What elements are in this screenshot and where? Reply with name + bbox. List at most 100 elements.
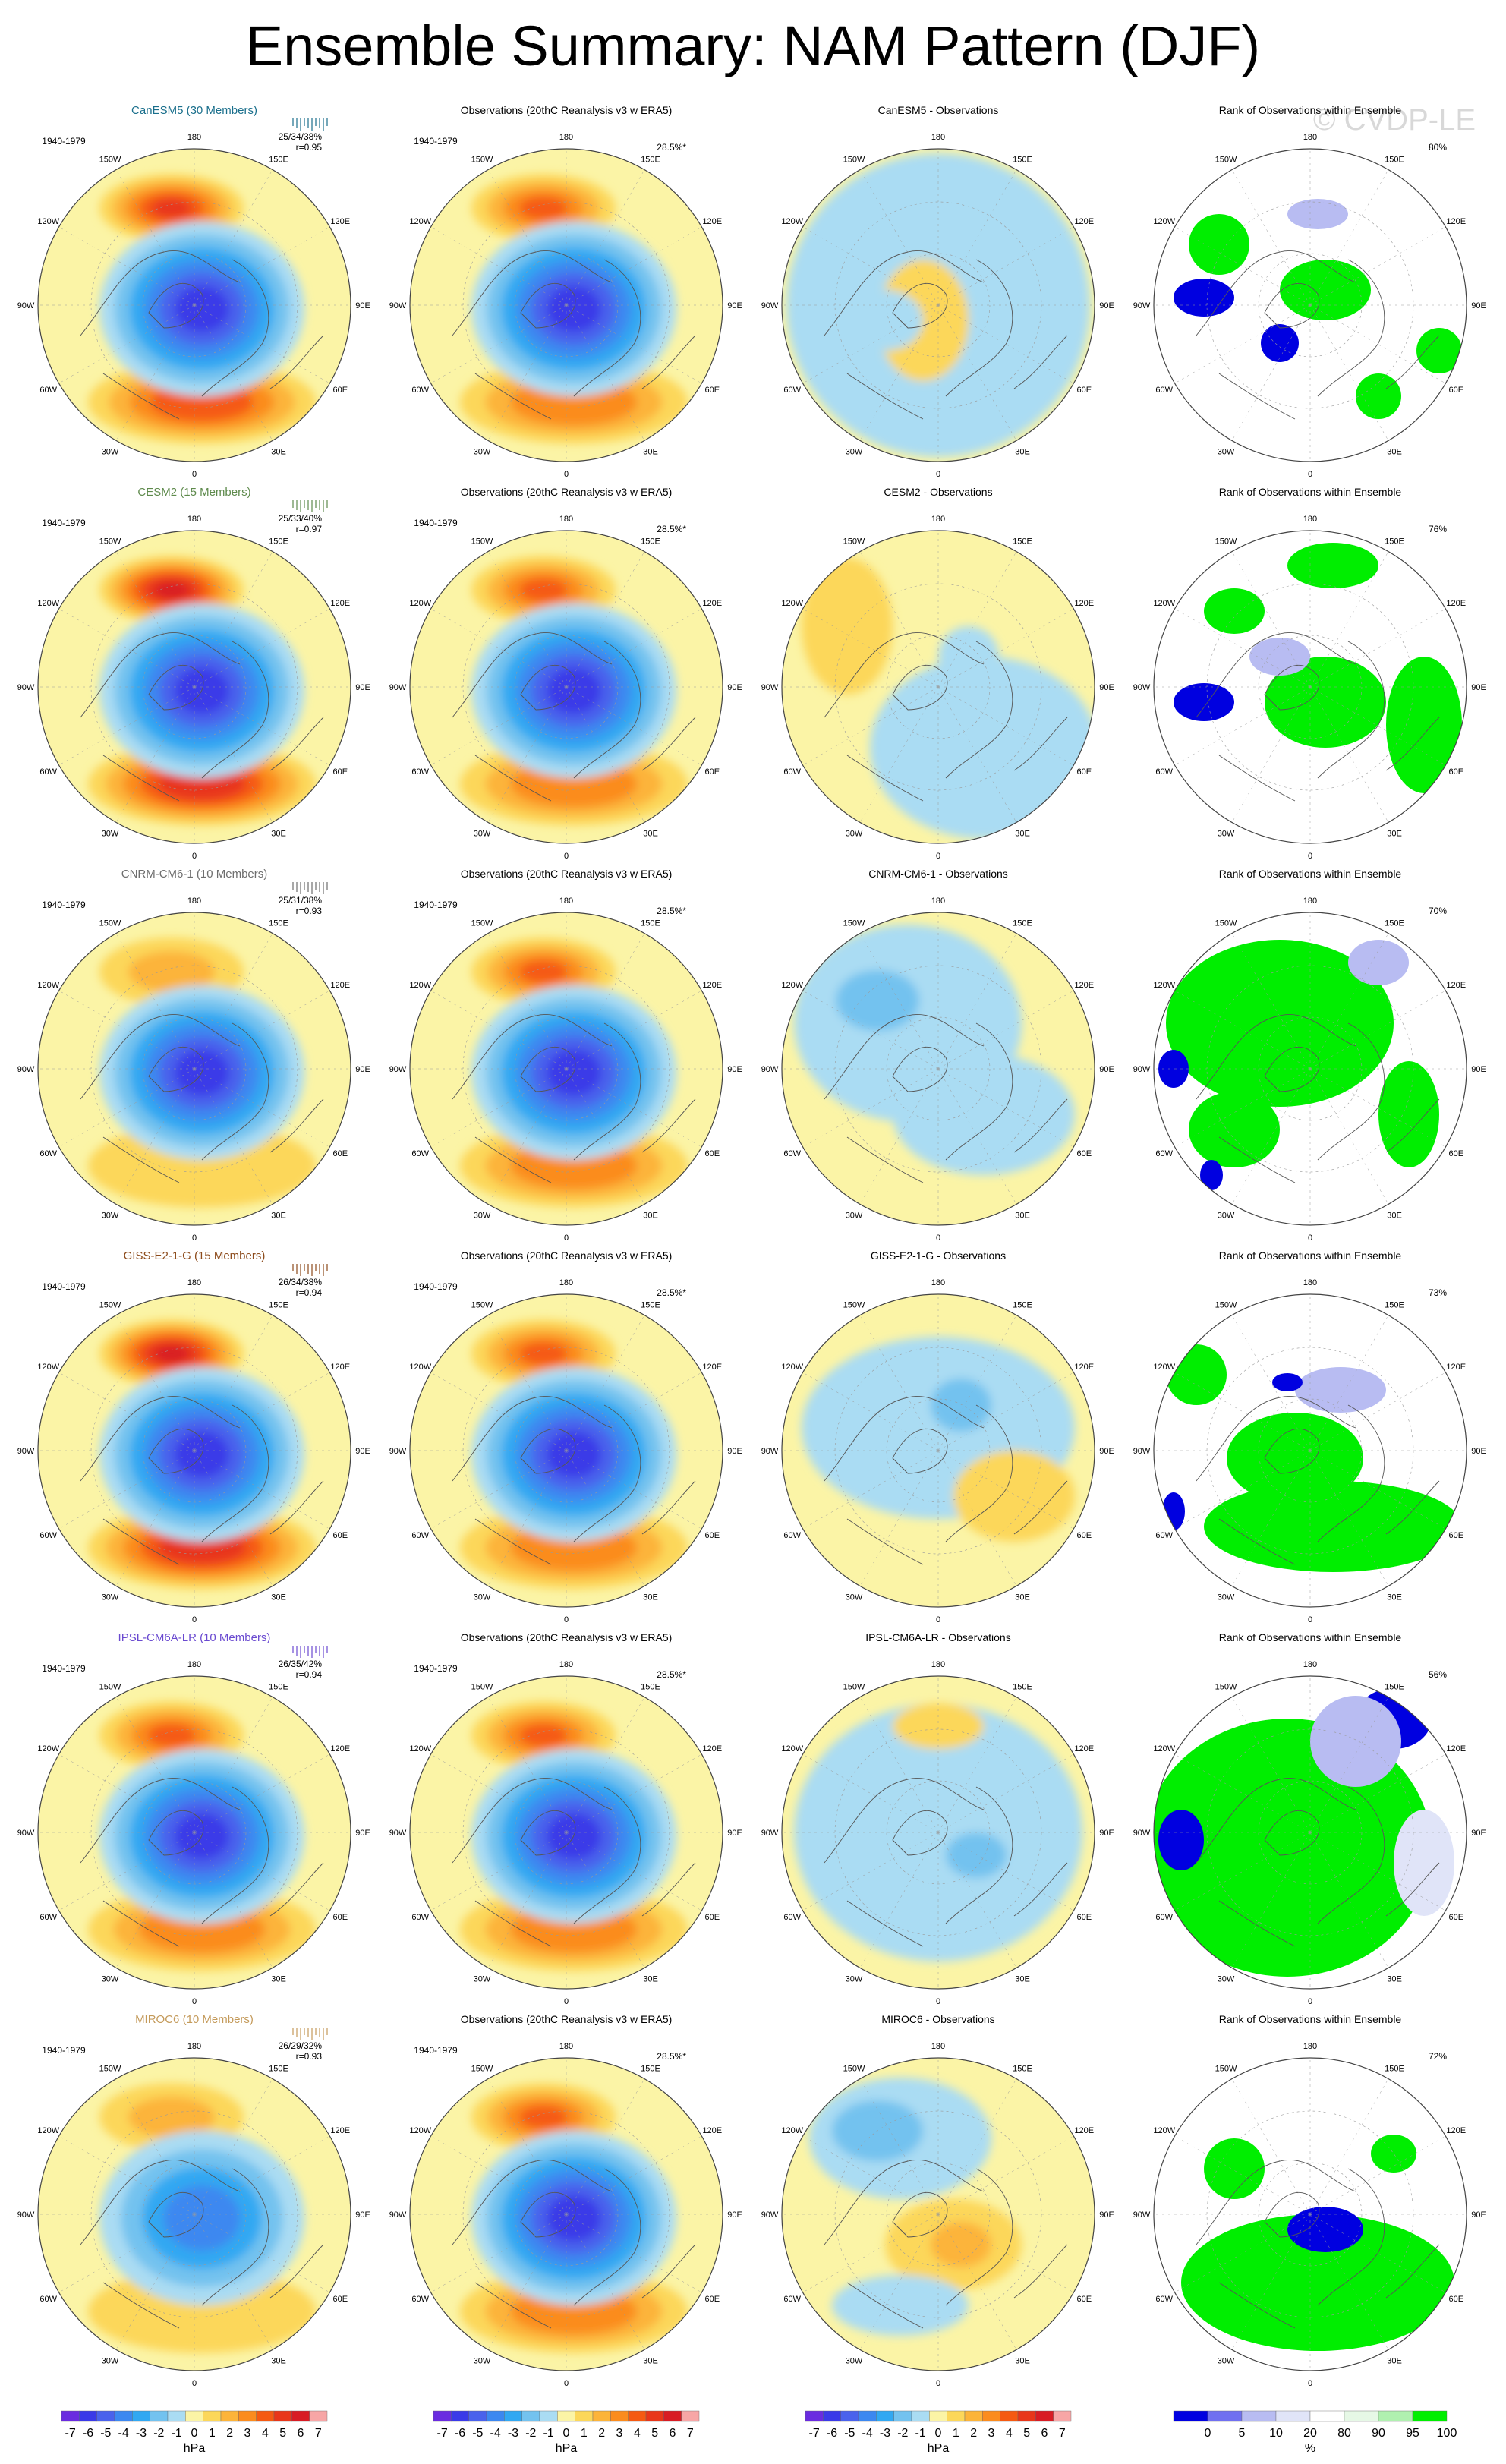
coastline	[1218, 1518, 1296, 1565]
meridian-line	[566, 1372, 702, 1451]
rank-pct-label: 76%	[1429, 524, 1447, 534]
rank-region	[1204, 588, 1265, 634]
meridian-line	[194, 1832, 330, 1911]
coastline	[520, 1810, 576, 1856]
map-border	[37, 912, 351, 1226]
rank-title: Rank of Observations within Ensemble	[1219, 868, 1402, 880]
longitude-label: 30W	[846, 1974, 863, 1983]
coastline	[148, 1810, 204, 1856]
meridian-line	[566, 304, 645, 441]
colorbar-swatch	[1275, 2410, 1311, 2422]
longitude-label: 60W	[783, 386, 801, 395]
coastline	[1196, 632, 1356, 718]
meridian-line	[58, 2214, 195, 2293]
longitude-label: 0	[192, 2379, 197, 2388]
longitude-label: 180	[559, 2042, 573, 2051]
obs-pct-label: 28.5%*	[657, 2051, 686, 2062]
meridian-line	[58, 226, 195, 306]
rank-region	[1166, 1344, 1227, 1405]
meridian-line	[937, 2214, 1074, 2293]
pacific-high-contour	[128, 951, 215, 993]
longitude-label: 30E	[1387, 829, 1402, 838]
meridian-line	[194, 304, 273, 441]
meridian-line	[1309, 1315, 1389, 1451]
meridian-line	[566, 608, 702, 688]
meridian-line	[566, 990, 702, 1070]
colorbar-swatch	[79, 2410, 97, 2422]
meridian-line	[1231, 933, 1311, 1070]
longitude-label: 90W	[1133, 2210, 1151, 2220]
page-title: Ensemble Summary: NAM Pattern (DJF)	[245, 14, 1261, 77]
meridian-line	[1309, 2214, 1446, 2293]
meridian-line	[194, 686, 273, 823]
colorbar-swatch	[185, 2410, 203, 2422]
coastline	[846, 1900, 924, 1947]
panel-model: 180 150E 120E 90E 60E 30E 0 30W 60W 90W 120W 150W MI…	[17, 2013, 370, 2388]
longitude-label: 150W	[843, 1301, 865, 1310]
longitude-label: 90W	[1133, 1447, 1151, 1456]
colorbar-tick-label: -1	[915, 2427, 926, 2440]
meridian-line	[566, 1450, 645, 1586]
panel-observations: 180 150E 120E 90E 60E 30E 0 30W 60W 90W 120W 150W Ob…	[389, 1631, 742, 2006]
colorbar-swatch	[1241, 2410, 1277, 2422]
longitude-label: 180	[187, 896, 201, 906]
meridian-line	[859, 1315, 939, 1451]
longitude-label: 30W	[474, 1974, 491, 1983]
longitude-label: 60W	[411, 1531, 429, 1540]
longitude-label: 30W	[1218, 1211, 1235, 1220]
longitude-label: 120E	[1074, 1363, 1094, 1372]
pattern-corr-label: r=0.94	[296, 1669, 323, 1680]
longitude-label: 150E	[1013, 919, 1032, 928]
meridian-line	[194, 2214, 273, 2350]
longitude-label: 60E	[704, 1913, 720, 1922]
period-label: 1940-1979	[414, 518, 458, 528]
longitude-label: 180	[931, 515, 945, 524]
map-border	[409, 912, 723, 1226]
longitude-label: 120W	[37, 2126, 59, 2135]
coastline	[269, 1098, 324, 1153]
coastline	[520, 2191, 576, 2238]
meridian-line	[1231, 1068, 1311, 1205]
rank-region	[1189, 214, 1249, 275]
meridian-line	[115, 2078, 195, 2215]
latitude-circle	[834, 583, 1042, 791]
longitude-label: 30W	[846, 447, 863, 456]
longitude-label: 60E	[332, 1149, 348, 1158]
rank-region	[1287, 2207, 1363, 2252]
coastline	[1385, 335, 1440, 389]
model-title: IPSL-CM6A-LR (10 Members)	[118, 1631, 271, 1644]
meridian-line	[1309, 1753, 1446, 1833]
rank-pct-label: 73%	[1429, 1287, 1447, 1298]
colorbar-tick-label: 6	[670, 2427, 676, 2440]
colorbar-swatch	[645, 2410, 664, 2422]
longitude-label: 150W	[843, 537, 865, 547]
meridian-line	[1309, 1450, 1446, 1530]
meridian-line	[430, 2214, 567, 2293]
latitude-circle	[142, 635, 247, 739]
longitude-label: 30W	[1218, 1974, 1235, 1983]
longitude-label: 0	[1308, 1997, 1312, 2006]
longitude-label: 150E	[1385, 1301, 1404, 1310]
difference-field	[794, 925, 1075, 1175]
longitude-label: 30W	[474, 1211, 491, 1220]
colorbar-tick-label: -2	[525, 2427, 536, 2440]
pacific-high-contour	[519, 1724, 568, 1747]
latitude-circle	[462, 1728, 670, 1936]
longitude-label: 60W	[411, 1149, 429, 1158]
coastline	[102, 2282, 180, 2329]
rank-region	[1386, 657, 1462, 793]
coastline	[1385, 1480, 1440, 1535]
difference-contour	[847, 290, 923, 351]
longitude-label: 150W	[1215, 537, 1237, 547]
coastline	[1264, 1428, 1320, 1474]
rank-region	[1181, 2214, 1454, 2351]
longitude-label: 60W	[783, 767, 801, 777]
meridian-line	[937, 1372, 1074, 1451]
rank-region	[1287, 199, 1348, 229]
latitude-circle	[462, 1347, 670, 1555]
longitude-label: 150W	[471, 1301, 493, 1310]
coastline	[452, 250, 613, 336]
pattern-field	[88, 1701, 316, 1971]
coastline	[641, 1480, 696, 1535]
colorbar-tick-label: -2	[153, 2427, 164, 2440]
